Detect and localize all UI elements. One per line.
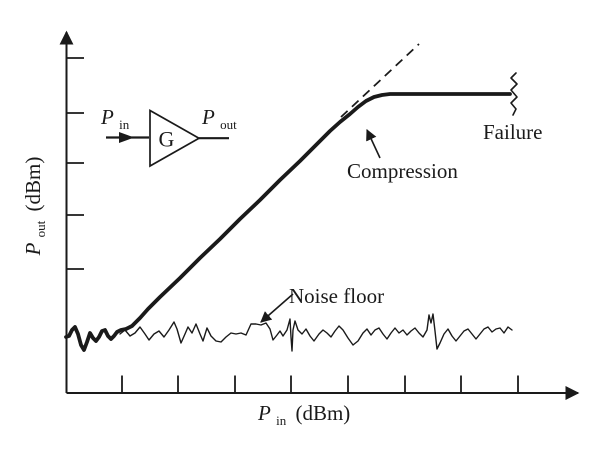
amp-input-symbol: P xyxy=(100,105,114,129)
input-arrowhead-icon xyxy=(119,132,134,143)
compression-arrow xyxy=(366,128,381,159)
noise-floor-label: Noise floor xyxy=(289,284,384,308)
y-axis-ticks xyxy=(66,57,84,270)
x-axis-subscript: in xyxy=(276,413,287,428)
amplifier-input-label: P in xyxy=(100,105,130,132)
compression-label: Compression xyxy=(347,159,458,183)
failure-break-squiggle xyxy=(510,72,518,116)
amplifier-symbol: G P in P out xyxy=(100,105,237,168)
amp-output-subscript: out xyxy=(220,117,237,132)
noise-floor-trace xyxy=(119,313,513,352)
amp-output-symbol: P xyxy=(201,105,215,129)
amplifier-gain-label: G xyxy=(159,127,175,152)
failure-label: Failure xyxy=(483,120,542,144)
noise-floor-arrow xyxy=(260,293,294,323)
x-axis-label: P in (dBm) xyxy=(257,401,350,430)
y-axis-label: P out (dBm) xyxy=(21,157,50,257)
y-axis-subscript: out xyxy=(33,220,48,237)
amplifier-triangle-icon xyxy=(149,109,201,168)
x-axis-ticks xyxy=(121,375,519,393)
y-axis-unit: (dBm) xyxy=(21,157,45,212)
x-axis-symbol: P xyxy=(257,401,271,425)
output-power-curve xyxy=(64,92,512,352)
amplifier-output-label: P out xyxy=(201,105,237,132)
ideal-linear-dashed-line xyxy=(340,43,420,118)
amp-input-subscript: in xyxy=(119,117,130,132)
x-axis-unit: (dBm) xyxy=(295,401,350,425)
y-axis-symbol: P xyxy=(21,242,45,256)
